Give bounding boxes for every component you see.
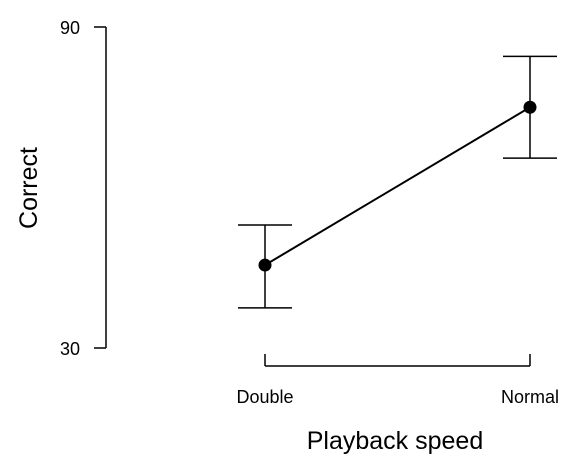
series-layer	[238, 55, 557, 309]
x-tick-label: Double	[236, 387, 293, 407]
y-ticks: 30 90	[60, 18, 106, 359]
y-tick-label: 90	[60, 18, 80, 38]
x-axis: Double Normal	[236, 354, 559, 407]
data-point	[258, 258, 272, 272]
x-tick-label: Normal	[501, 387, 559, 407]
y-axis: 30 90	[60, 18, 107, 359]
x-axis-label: Playback speed	[307, 427, 484, 455]
series-line	[264, 106, 531, 266]
y-axis-label: Correct	[15, 147, 43, 229]
y-tick-label: 30	[60, 339, 80, 359]
data-point	[523, 100, 537, 114]
x-ticks: Double Normal	[236, 354, 559, 407]
